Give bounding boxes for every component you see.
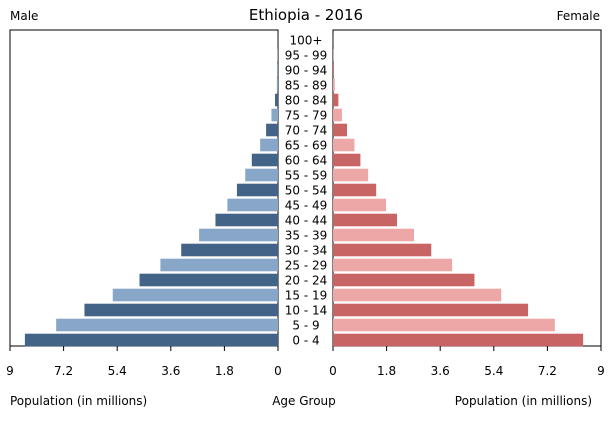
male-bar [275,93,278,107]
female-bar [333,153,361,167]
male-bar [271,108,278,122]
male-bar [160,258,278,272]
female-tick-label: 5.4 [484,364,503,378]
female-bar [333,288,502,302]
female-bar [333,108,342,122]
male-bar [245,168,278,182]
female-bar [333,273,475,287]
age-group-label: 45 - 49 [285,199,328,213]
age-group-label: 5 - 9 [292,319,319,333]
age-group-label: 70 - 74 [285,124,328,138]
age-group-label: 25 - 29 [285,259,328,273]
female-bar [333,78,335,92]
male-label: Male [10,9,38,23]
female-bar [333,228,414,242]
male-bars [24,33,279,347]
female-bar [333,198,387,212]
male-bar [236,183,278,197]
female-bar [333,138,355,152]
age-group-label: 55 - 59 [285,169,328,183]
male-tick-label: 5.4 [108,364,127,378]
age-group-label: 80 - 84 [285,94,328,108]
female-tick-label: 1.8 [377,364,396,378]
male-axis-ticks: 9 7.2 5.4 3.6 1.8 0 [6,346,282,378]
x-axis-label-left: Population (in millions) [10,394,147,408]
male-tick-label: 1.8 [215,364,234,378]
female-bars [333,33,584,347]
female-axis-ticks: 0 1.8 3.6 5.4 7.2 9 [329,346,605,378]
age-group-label: 15 - 19 [285,289,328,303]
female-bar [333,183,377,197]
male-bar [277,63,278,77]
age-group-label: 40 - 44 [285,214,328,228]
age-group-label: 95 - 99 [285,49,328,63]
age-group-label: 10 - 14 [285,304,328,318]
age-group-label: 35 - 39 [285,229,328,243]
female-bar [333,318,555,332]
female-tick-label: 9 [597,364,605,378]
male-bar [24,333,279,347]
female-bar [333,303,529,317]
male-bar [84,303,278,317]
female-bar [333,93,339,107]
male-bar [276,78,278,92]
age-group-label: 50 - 54 [285,184,328,198]
age-group-label: 0 - 4 [292,334,319,348]
female-bar [333,333,584,347]
male-tick-label: 7.2 [54,364,73,378]
male-tick-label: 3.6 [161,364,180,378]
male-tick-label: 9 [6,364,14,378]
female-tick-label: 7.2 [538,364,557,378]
male-bar [251,153,278,167]
male-bar [199,228,278,242]
male-bar [181,243,278,257]
female-tick-label: 3.6 [431,364,450,378]
male-tick-label: 0 [274,364,282,378]
male-bar [112,288,278,302]
female-tick-label: 0 [329,364,337,378]
male-bar [227,198,278,212]
female-bar [333,123,347,137]
female-bar [333,213,398,227]
x-axis-label-center: Age Group [272,394,336,408]
age-group-label: 65 - 69 [285,139,328,153]
age-group-label: 100+ [290,34,323,48]
age-group-label: 90 - 94 [285,64,328,78]
age-group-label: 60 - 64 [285,154,328,168]
male-bar [56,318,279,332]
male-bar [215,213,278,227]
male-bar [139,273,278,287]
age-group-label: 85 - 89 [285,79,328,93]
female-bar [333,258,453,272]
female-bar [333,63,334,77]
male-bar [266,123,278,137]
female-bar [333,168,369,182]
male-bar [260,138,278,152]
age-group-label: 20 - 24 [285,274,328,288]
x-axis-label-right: Population (in millions) [455,394,592,408]
age-group-label: 30 - 34 [285,244,328,258]
female-label: Female [557,9,600,23]
age-group-label: 75 - 79 [285,109,328,123]
female-bar [333,243,432,257]
chart-title: Ethiopia - 2016 [249,6,363,24]
